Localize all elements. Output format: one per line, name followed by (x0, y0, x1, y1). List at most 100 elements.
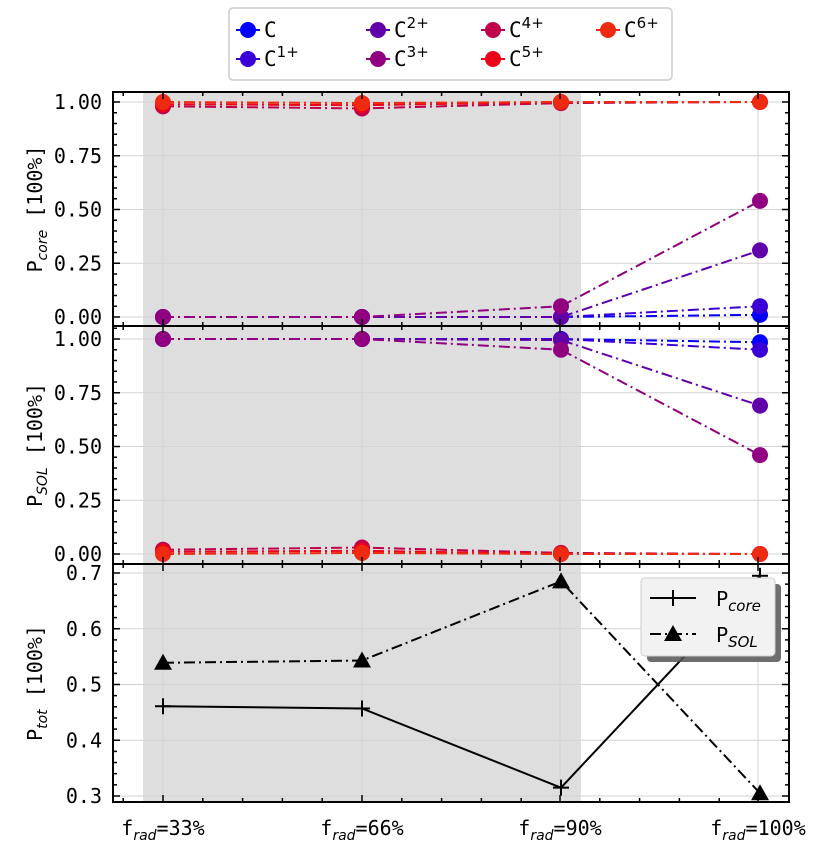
legend-marker (485, 51, 501, 67)
x-tick-label: frad=33% (121, 816, 204, 844)
data-point (752, 242, 768, 259)
y-tick-label: 0.7 (66, 561, 102, 585)
series-line (163, 338, 761, 456)
y-axis-label: Ptot [100%] (23, 625, 51, 741)
legend-item-c: C (236, 18, 277, 42)
legend-item-c4-: C4+ (481, 14, 544, 42)
data-point (752, 341, 768, 358)
legend-item-c1-: C1+ (236, 43, 299, 71)
legend-item-p-core: Pcore (650, 587, 761, 615)
y-tick-label: 0.4 (66, 728, 102, 752)
legend-marker (370, 22, 386, 38)
data-point (155, 546, 171, 562)
legend-label: C3+ (394, 43, 429, 71)
series-p-core (155, 567, 768, 796)
legend-item-p-sol: PSOL (650, 623, 758, 651)
data-point (752, 397, 768, 414)
y-tick-label: 0.00 (54, 305, 102, 329)
y-tick-label: 1.00 (54, 327, 102, 351)
legend-label: PSOL (716, 623, 758, 651)
series-line (162, 101, 760, 107)
data-point (553, 546, 569, 562)
y-tick-label: 0.50 (54, 435, 102, 459)
legend-box (228, 7, 673, 81)
data-point (354, 331, 370, 347)
data-point (155, 331, 171, 347)
data-point (752, 546, 768, 562)
series-line (162, 580, 761, 794)
y-tick-label: 0.75 (54, 381, 102, 405)
bottom-legend: Pcore PSOL (640, 577, 781, 662)
data-point (354, 544, 370, 561)
series-line (163, 200, 761, 318)
y-tick-label: 0.6 (66, 617, 102, 641)
top-legend: CC1+ C2+C3+ C4+C5+ C6+ (228, 7, 673, 81)
data-point (553, 94, 569, 110)
data-point (553, 298, 569, 315)
series-p-sol (154, 572, 769, 801)
series-line (162, 101, 760, 105)
data-point (155, 309, 171, 325)
legend-marker (485, 22, 501, 38)
panel-core-power: 0.00 0.25 0.50 0.75 1.00 Pcore [100%] (23, 90, 790, 329)
series-c3- (155, 331, 768, 464)
legend-label: C1+ (264, 43, 299, 71)
legend-marker (240, 22, 256, 38)
legend-item-c6-: C6+ (596, 14, 659, 42)
y-tick-label: 0.3 (66, 784, 102, 808)
tick-marks (113, 564, 789, 802)
series-c6- (155, 94, 768, 112)
data-point (752, 94, 768, 110)
data-point (155, 698, 171, 715)
data-point (155, 94, 171, 110)
legend-marker (600, 22, 616, 38)
series-line (162, 575, 761, 789)
x-tick-label: frad=100% (710, 816, 806, 844)
x-axis-tick-labels: frad=33% frad=66% frad=90% frad=100% (121, 816, 805, 844)
tick-marks (113, 92, 789, 326)
data-point (553, 779, 569, 796)
data-point (154, 653, 172, 670)
series-line (162, 546, 761, 555)
legend-label: C (264, 18, 277, 42)
data-point (354, 700, 370, 717)
y-tick-label: 0.75 (54, 144, 102, 168)
x-tick-label: frad=90% (518, 816, 601, 844)
y-tick-label: 1.00 (54, 90, 102, 114)
legend-item-c2-: C2+ (366, 14, 429, 42)
legend-item-c3-: C3+ (366, 43, 429, 71)
panel-total-power: 0.3 0.4 0.5 0.6 0.7 Ptot [100%] Pcore PSOL (23, 561, 790, 808)
y-tick-label: 0.00 (54, 542, 102, 566)
y-tick-label: 0.5 (66, 673, 102, 697)
legend-label: C6+ (624, 14, 659, 42)
data-point (752, 298, 768, 315)
data-point (354, 95, 370, 112)
y-tick-label: 0.25 (54, 488, 102, 512)
y-tick-label: 0.25 (54, 251, 102, 275)
series-line (162, 101, 761, 110)
series-line (162, 549, 760, 555)
data-point (552, 572, 570, 589)
axes-frame (112, 563, 790, 803)
legend-label: C4+ (509, 14, 544, 42)
series-c3- (155, 192, 768, 325)
data-point (751, 784, 769, 801)
series-line (162, 551, 760, 555)
panel-sol-power: 0.00 0.25 0.50 0.75 1.00 PSOL [100%] (23, 325, 790, 566)
x-tick-label: frad=66% (320, 816, 403, 844)
y-axis-label: Pcore [100%] (23, 146, 51, 273)
legend-item-c5-: C5+ (481, 43, 544, 71)
legend-label: C2+ (394, 14, 429, 42)
legend-label: C5+ (509, 43, 544, 71)
legend-marker (370, 51, 386, 67)
data-point (752, 192, 768, 209)
data-point (353, 651, 371, 668)
series-c6- (155, 544, 768, 562)
grid (113, 326, 789, 564)
data-point (553, 341, 569, 358)
y-tick-label: 0.50 (54, 198, 102, 222)
y-axis-label: PSOL [100%] (23, 383, 51, 507)
legend-marker (240, 51, 256, 67)
legend-label: Pcore (716, 587, 761, 615)
